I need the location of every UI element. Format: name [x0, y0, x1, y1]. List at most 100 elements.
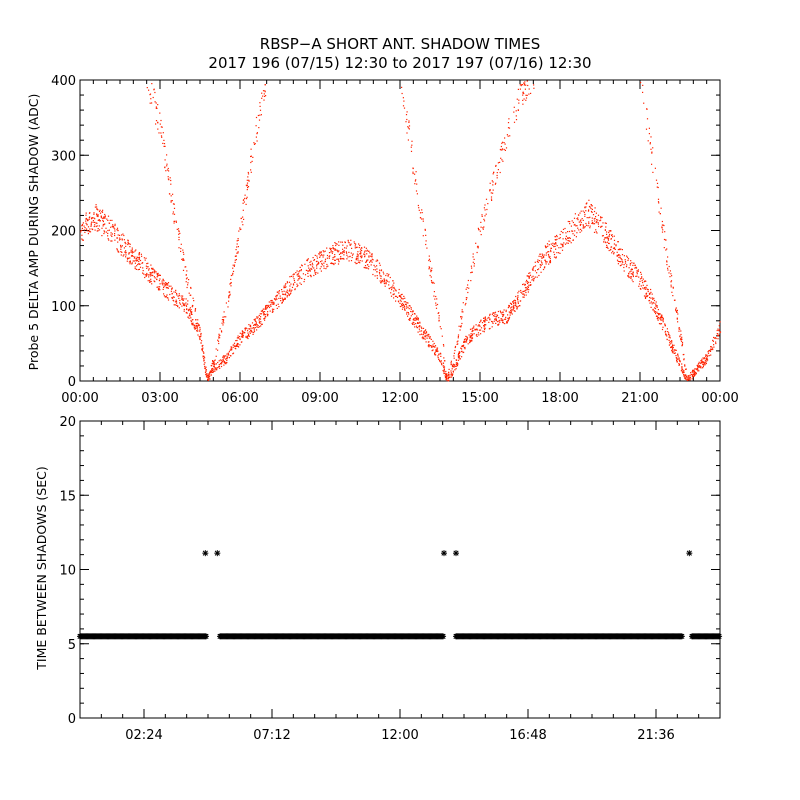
top-data-point	[656, 186, 658, 188]
top-data-point	[204, 367, 206, 369]
top-data-point	[620, 258, 622, 260]
top-data-point	[650, 136, 652, 138]
top-data-point	[192, 297, 194, 299]
top-data-point	[132, 255, 134, 257]
top-data-point	[92, 220, 94, 222]
top-data-point	[88, 218, 90, 220]
top-data-point	[244, 328, 246, 330]
top-data-point	[188, 308, 190, 311]
top-data-point	[514, 300, 517, 302]
top-data-point	[572, 230, 574, 232]
top-data-point	[488, 316, 490, 318]
top-data-point	[710, 346, 712, 348]
top-data-point	[659, 313, 661, 315]
top-data-point	[642, 278, 644, 280]
top-data-point	[253, 324, 255, 326]
top-data-point	[480, 329, 482, 331]
top-data-point	[379, 275, 381, 277]
top-data-point	[522, 99, 524, 101]
top-data-point	[484, 319, 486, 321]
top-data-point	[411, 322, 413, 325]
top-data-point	[321, 260, 323, 262]
top-data-point	[424, 332, 426, 334]
top-data-point	[307, 259, 309, 261]
top-data-point	[201, 349, 203, 351]
top-data-point	[360, 248, 362, 250]
top-data-point	[683, 369, 685, 372]
top-data-point	[649, 143, 651, 145]
top-data-point	[585, 203, 587, 205]
top-data-point	[405, 114, 408, 116]
top-data-point	[577, 219, 579, 221]
top-data-point	[464, 346, 466, 348]
top-data-point	[512, 308, 514, 310]
top-data-point	[627, 275, 629, 277]
top-data-point	[415, 317, 417, 319]
top-data-point	[403, 100, 405, 102]
top-data-point	[253, 327, 255, 329]
top-data-point	[439, 361, 442, 363]
top-data-point	[250, 171, 252, 173]
top-data-point	[483, 320, 485, 322]
top-data-point	[289, 276, 291, 278]
top-data-point	[539, 264, 541, 266]
top-data-point	[334, 256, 336, 258]
top-data-point	[242, 336, 244, 338]
top-data-point	[307, 270, 309, 272]
top-data-point	[96, 230, 98, 232]
top-data-point	[431, 346, 433, 348]
top-data-point	[622, 261, 624, 263]
top-data-point	[456, 343, 458, 345]
top-data-point	[166, 169, 169, 171]
top-data-point	[719, 321, 721, 323]
top-data-point	[264, 316, 266, 318]
top-data-point	[263, 314, 265, 316]
top-data-point	[646, 108, 648, 110]
top-data-point	[138, 268, 140, 270]
top-data-point	[148, 268, 150, 270]
top-data-point	[371, 261, 373, 263]
top-data-point	[607, 247, 609, 249]
top-data-point	[199, 338, 201, 340]
top-data-point	[94, 229, 96, 231]
top-data-point	[292, 283, 295, 285]
top-data-point	[591, 220, 593, 222]
top-data-point	[410, 146, 412, 148]
top-data-point	[357, 251, 359, 253]
top-data-point	[149, 94, 151, 96]
top-data-point	[194, 328, 196, 330]
top-data-point	[490, 192, 492, 194]
top-data-point	[179, 232, 181, 234]
top-data-point	[243, 218, 245, 220]
top-data-point	[342, 251, 344, 253]
top-data-point	[424, 330, 426, 332]
top-data-point	[381, 279, 383, 281]
top-data-point	[604, 229, 606, 231]
top-data-point	[183, 298, 185, 300]
top-data-point	[507, 135, 509, 137]
top-data-point	[703, 362, 706, 364]
top-data-point	[600, 216, 602, 218]
top-data-point	[534, 270, 536, 272]
top-data-point	[568, 237, 570, 239]
top-data-point	[627, 275, 630, 277]
top-data-point	[232, 344, 234, 346]
top-data-point	[379, 280, 381, 282]
top-data-point	[333, 263, 335, 266]
top-data-point	[422, 235, 424, 237]
top-data-point	[183, 308, 185, 311]
top-data-point	[185, 304, 187, 306]
top-data-point	[458, 325, 460, 327]
top-data-point	[272, 301, 274, 303]
top-data-point	[320, 266, 322, 268]
top-data-point	[116, 249, 118, 251]
top-data-point	[475, 242, 477, 244]
top-data-point	[209, 371, 211, 373]
top-y-axis-label: Probe 5 DELTA AMP DURING SHADOW (ADC)	[26, 94, 41, 371]
top-data-point	[104, 216, 106, 218]
top-data-point	[483, 331, 485, 333]
top-data-point	[125, 254, 127, 256]
top-data-point	[218, 337, 220, 339]
top-data-point	[595, 229, 597, 231]
top-data-point	[290, 283, 292, 285]
